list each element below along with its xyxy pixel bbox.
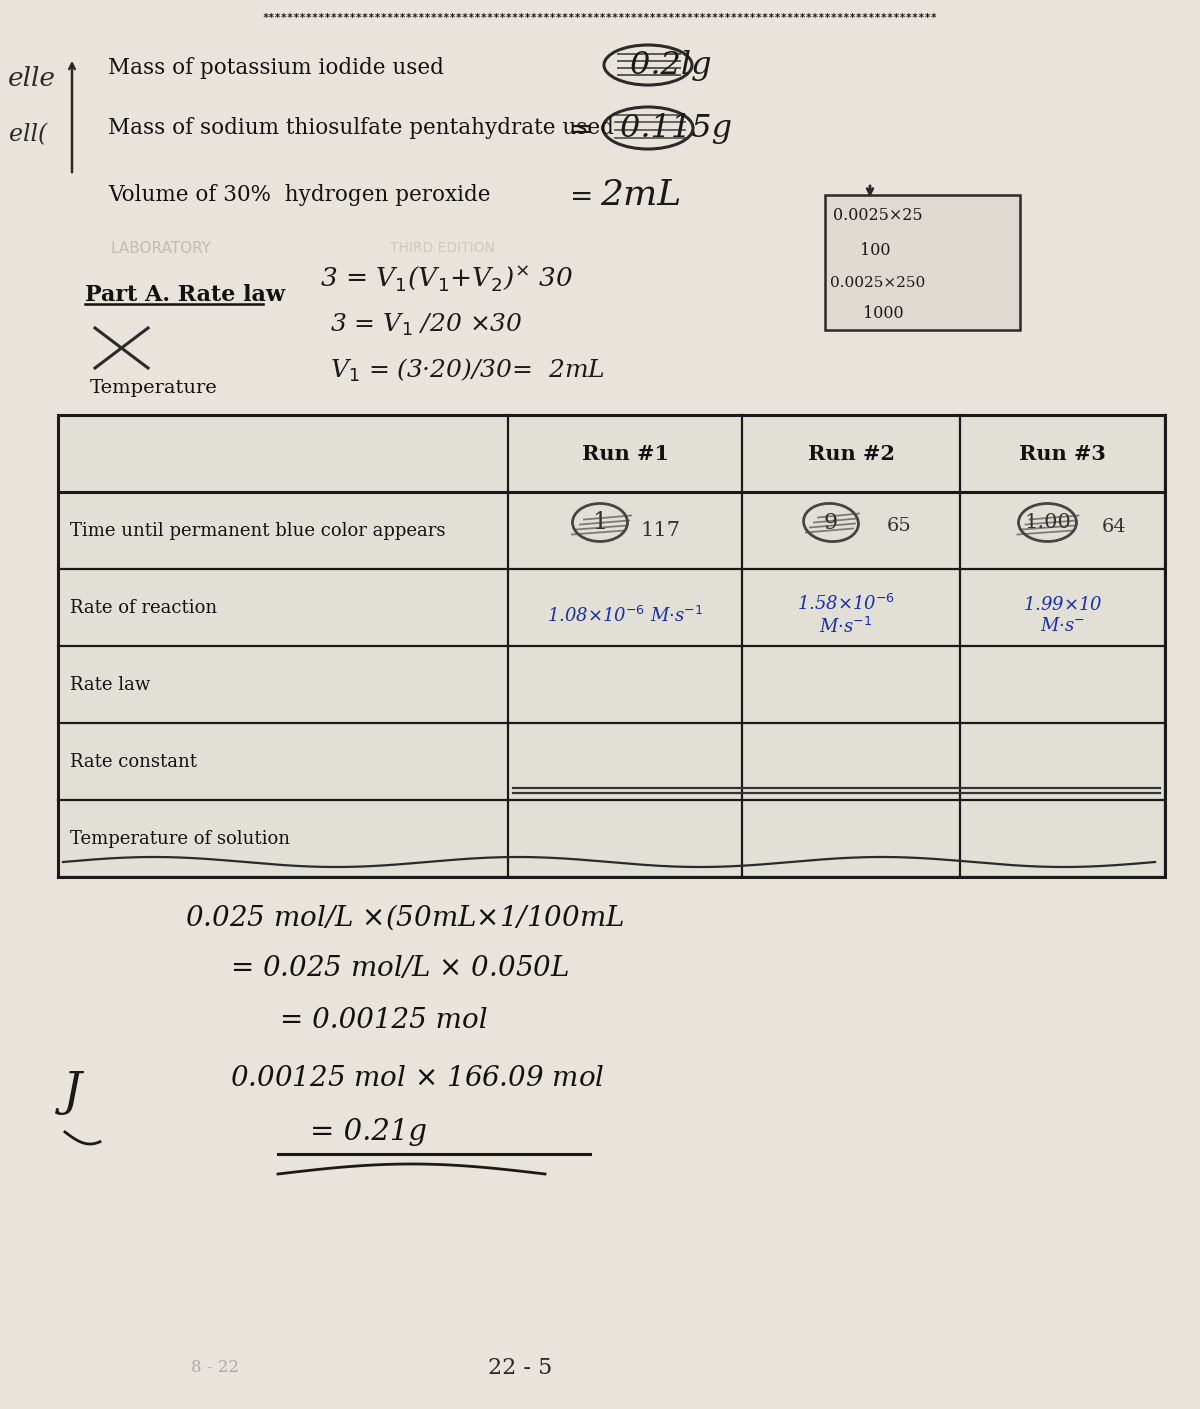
Text: 117: 117 <box>640 521 680 540</box>
Text: Temperature of solution: Temperature of solution <box>70 830 290 847</box>
Text: Run #2: Run #2 <box>808 444 894 464</box>
Text: 1.08$\times$10$^{-6}$ M$\cdot$s$^{-1}$: 1.08$\times$10$^{-6}$ M$\cdot$s$^{-1}$ <box>547 606 703 626</box>
Text: Rate law: Rate law <box>70 675 150 693</box>
Text: 9: 9 <box>824 511 838 534</box>
Text: 0.025 mol/L $\times$(50mL$\times$1/100mL: 0.025 mol/L $\times$(50mL$\times$1/100mL <box>185 902 624 931</box>
Text: 0.115g: 0.115g <box>620 113 732 144</box>
Text: 0.2lg: 0.2lg <box>630 49 712 80</box>
Text: = 0.025 mol/L $\times$ 0.050L: = 0.025 mol/L $\times$ 0.050L <box>230 955 569 982</box>
Bar <box>58 416 1165 876</box>
Bar <box>826 194 1020 330</box>
Text: 100: 100 <box>860 241 890 258</box>
Text: 1.00: 1.00 <box>1024 513 1070 533</box>
Text: LABORATORY: LABORATORY <box>110 241 211 255</box>
Text: Rate of reaction: Rate of reaction <box>70 599 217 617</box>
Text: 3 = V$_1$(V$_1$+V$_2$)$^{\times}$ 30: 3 = V$_1$(V$_1$+V$_2$)$^{\times}$ 30 <box>320 263 574 293</box>
Text: Time until permanent blue color appears: Time until permanent blue color appears <box>70 521 445 540</box>
Text: ********************************************************************************: ****************************************… <box>263 13 937 23</box>
Text: =: = <box>570 117 593 144</box>
Text: 0.0025×25: 0.0025×25 <box>833 207 923 224</box>
Text: 3 = V$_1$ /20 $\times$30: 3 = V$_1$ /20 $\times$30 <box>330 311 523 338</box>
Text: V$_1$ = (3·20)/30=  2mL: V$_1$ = (3·20)/30= 2mL <box>330 356 605 383</box>
Text: 1.99$\times$10
M$\cdot$s$^{-}$: 1.99$\times$10 M$\cdot$s$^{-}$ <box>1022 596 1103 635</box>
Text: 0.00125 mol $\times$ 166.09 mol: 0.00125 mol $\times$ 166.09 mol <box>230 1065 605 1092</box>
Text: Rate constant: Rate constant <box>70 752 197 771</box>
Text: =: = <box>570 183 593 210</box>
Text: 2mL: 2mL <box>600 178 682 211</box>
Text: Mass of potassium iodide used: Mass of potassium iodide used <box>108 56 444 79</box>
Text: Part A. Rate law: Part A. Rate law <box>85 285 286 306</box>
Text: 8 - 22: 8 - 22 <box>191 1360 239 1377</box>
Text: = 0.21g: = 0.21g <box>310 1117 427 1146</box>
Text: 64: 64 <box>1102 517 1127 535</box>
Text: 1: 1 <box>593 511 607 534</box>
Text: THIRD EDITION: THIRD EDITION <box>390 241 494 255</box>
Text: Mass of sodium thiosulfate pentahydrate used: Mass of sodium thiosulfate pentahydrate … <box>108 117 614 139</box>
Text: ell(: ell( <box>8 124 47 147</box>
Text: 1.58$\times$10$^{-6}$
M$\cdot$s$^{-1}$: 1.58$\times$10$^{-6}$ M$\cdot$s$^{-1}$ <box>797 593 895 637</box>
Text: = 0.00125 mol: = 0.00125 mol <box>280 1007 487 1034</box>
Text: elle: elle <box>8 65 56 90</box>
Text: 1000: 1000 <box>863 304 904 321</box>
Text: 22 - 5: 22 - 5 <box>488 1357 552 1379</box>
Text: Run #1: Run #1 <box>582 444 668 464</box>
Text: J: J <box>62 1069 82 1115</box>
Text: Volume of 30%  hydrogen peroxide: Volume of 30% hydrogen peroxide <box>108 185 491 206</box>
Text: 65: 65 <box>887 517 911 534</box>
Text: Run #3: Run #3 <box>1019 444 1106 464</box>
Text: Temperature: Temperature <box>90 379 217 397</box>
Text: 0.0025×250: 0.0025×250 <box>830 276 925 290</box>
